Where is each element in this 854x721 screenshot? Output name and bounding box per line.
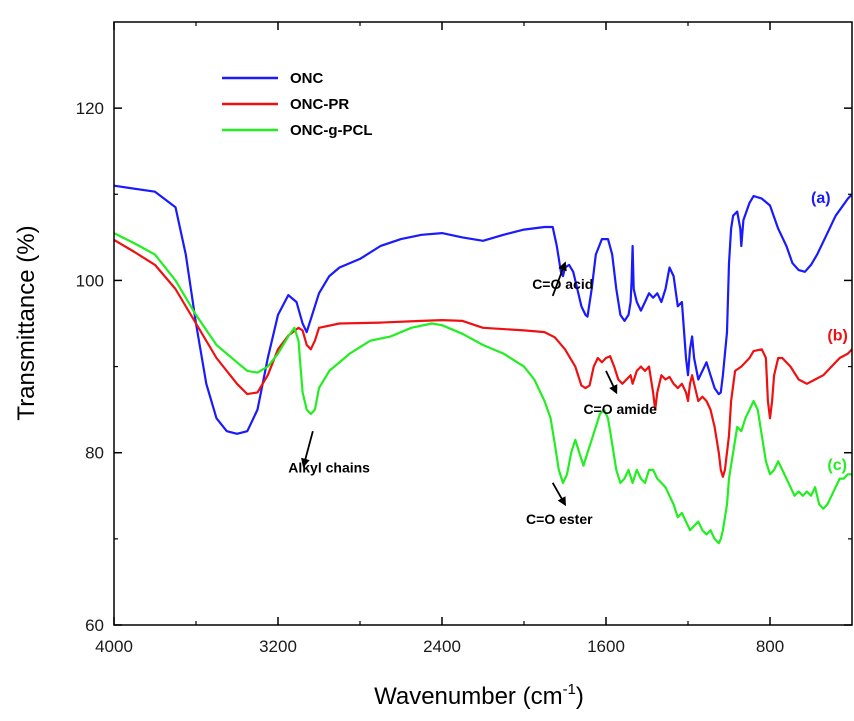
legend-label-2: ONC-PR bbox=[290, 96, 349, 113]
series-line-1 bbox=[114, 184, 852, 435]
annotation-arrow-3 bbox=[301, 430, 314, 468]
y-axis-title: Transmittance (%) bbox=[13, 225, 40, 420]
curve-tags: (a) (b) (c) bbox=[811, 190, 848, 474]
axis-ticks: 4000 3200 2400 1600 800 60 80 100 120 bbox=[76, 22, 852, 656]
series-layer bbox=[114, 184, 852, 545]
curve-tag-1: (a) bbox=[811, 190, 831, 207]
y-tick-label-0: 60 bbox=[85, 616, 104, 635]
y-tick-label-1: 80 bbox=[85, 444, 104, 463]
curve-tag-2: (b) bbox=[827, 328, 847, 345]
y-tick-label-2: 100 bbox=[76, 271, 104, 290]
series-line-2 bbox=[114, 238, 852, 478]
annotation-arrow-1 bbox=[551, 261, 567, 297]
x-axis-title-tail: ) bbox=[576, 683, 584, 710]
x-axis-title-sup: -1 bbox=[563, 681, 576, 698]
annotation-arrow-4 bbox=[551, 482, 566, 507]
x-tick-label-4: 800 bbox=[756, 637, 784, 656]
x-tick-label-2: 2400 bbox=[423, 637, 461, 656]
curve-tag-3: (c) bbox=[827, 457, 847, 474]
plot-area bbox=[113, 21, 853, 626]
x-axis-title: Wavenumber (cm-1) bbox=[374, 681, 584, 710]
x-tick-label-0: 4000 bbox=[95, 637, 133, 656]
annotation-arrow-2 bbox=[605, 370, 618, 395]
legend-label-1: ONC bbox=[290, 70, 324, 87]
legend-label-3: ONC-g-PCL bbox=[290, 122, 373, 139]
series-line-3 bbox=[114, 232, 852, 545]
annotations: C=O acid C=O amide Alkyl chains C=O ester bbox=[288, 261, 657, 527]
x-axis-title-main: Wavenumber (cm bbox=[374, 683, 562, 710]
plot-frame bbox=[113, 21, 853, 626]
annotation-label-3: Alkyl chains bbox=[288, 460, 370, 476]
annotation-label-1: C=O acid bbox=[532, 276, 593, 292]
legend: ONC ONC-PR ONC-g-PCL bbox=[222, 70, 373, 139]
y-tick-label-3: 120 bbox=[76, 99, 104, 118]
annotation-label-2: C=O amide bbox=[583, 401, 657, 417]
x-tick-label-1: 3200 bbox=[259, 637, 297, 656]
annotation-label-4: C=O ester bbox=[526, 511, 593, 527]
x-tick-label-3: 1600 bbox=[587, 637, 625, 656]
